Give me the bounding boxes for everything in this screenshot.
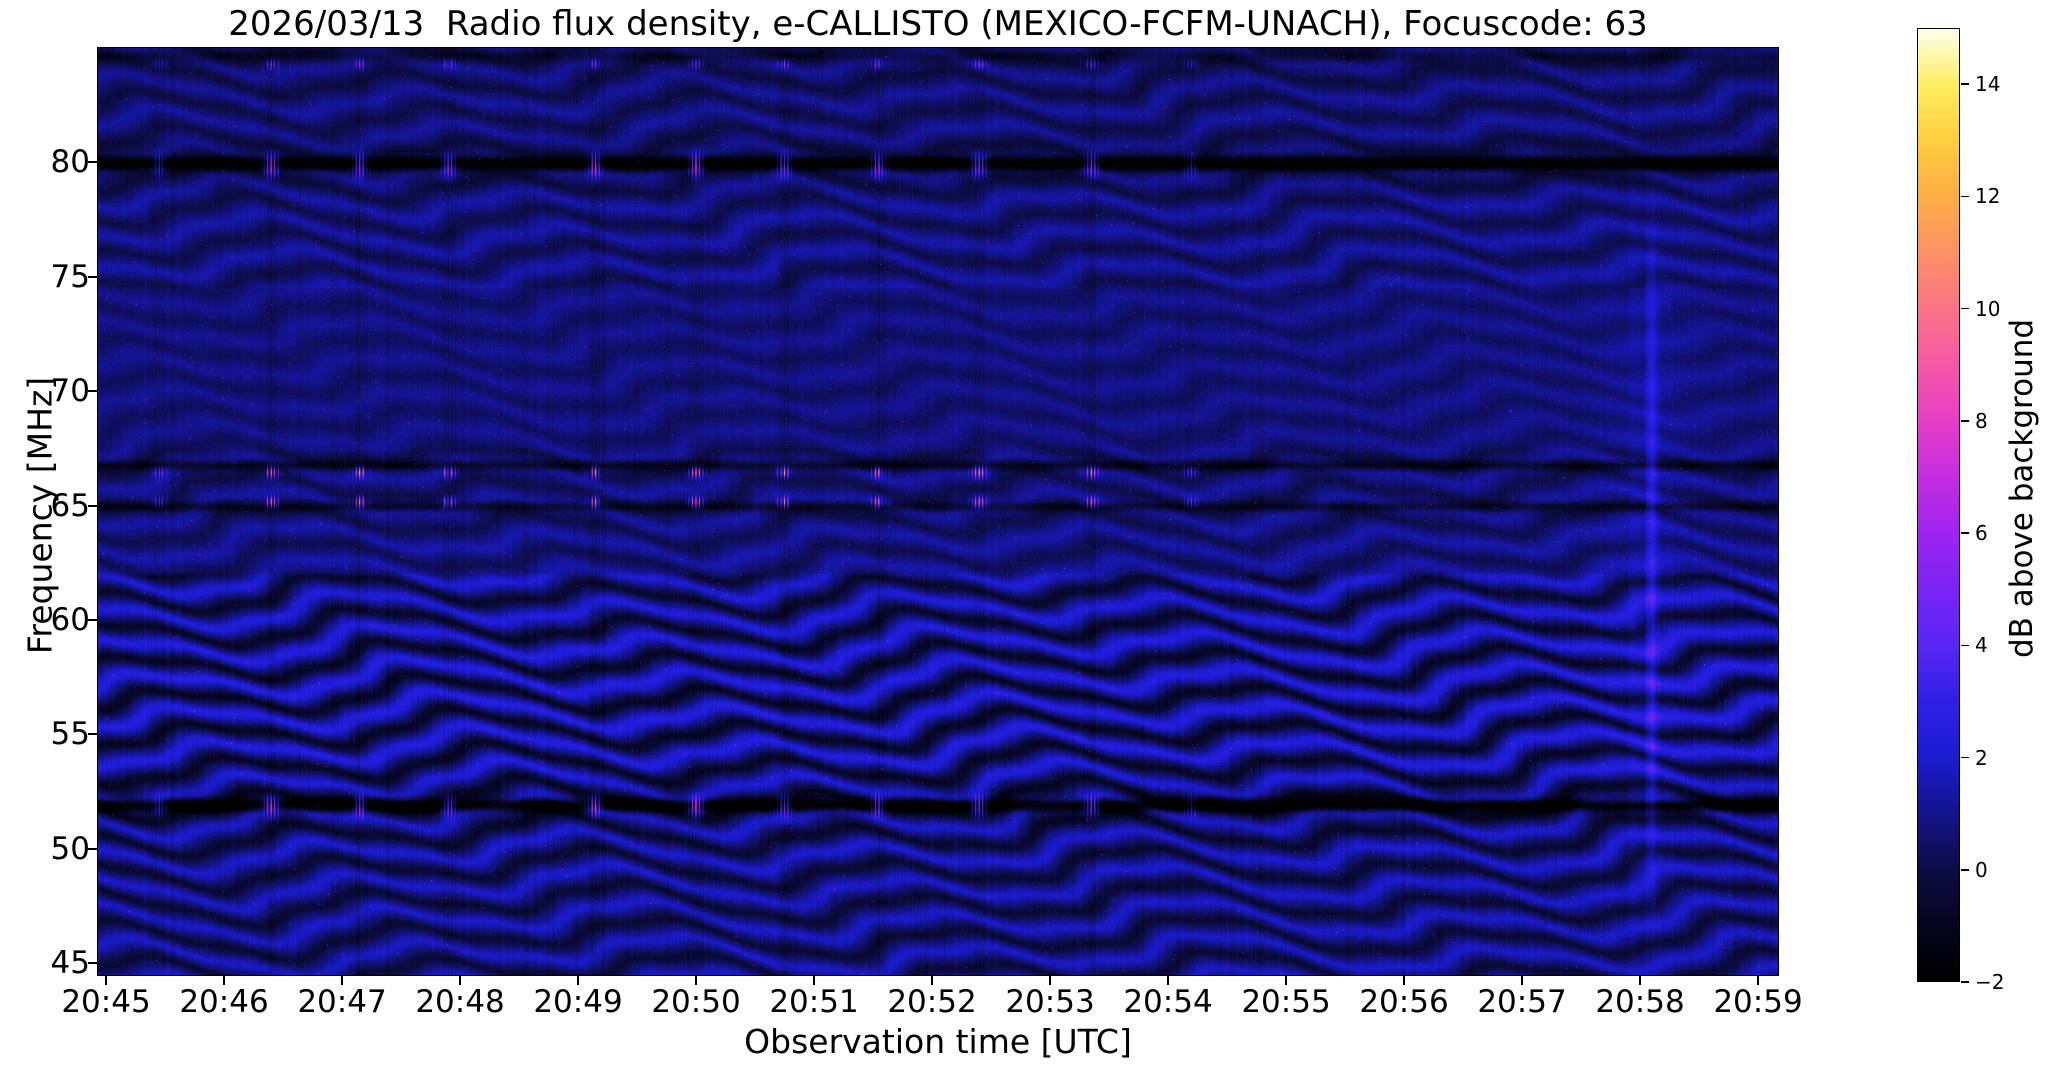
y-tick-label: 70 <box>50 373 90 410</box>
colorbar-tick-label: 0 <box>1975 857 1988 882</box>
colorbar-tick-label: 2 <box>1975 745 1988 770</box>
x-tick-mark <box>1757 976 1759 985</box>
colorbar-tick-mark <box>1961 532 1969 534</box>
x-tick-label: 20:53 <box>1005 984 1095 1020</box>
y-tick-label: 75 <box>50 258 90 295</box>
x-tick-mark <box>1403 976 1405 985</box>
y-tick-label: 50 <box>50 830 90 867</box>
x-tick-label: 20:49 <box>533 984 623 1020</box>
y-tick-mark <box>88 847 97 850</box>
y-tick-mark <box>88 390 97 393</box>
colorbar-tick-label: 8 <box>1975 408 1988 433</box>
x-tick-mark <box>1639 976 1641 985</box>
x-tick-mark <box>577 976 579 985</box>
x-tick-label: 20:48 <box>415 984 505 1020</box>
y-axis-label: Frequency [MHz] <box>20 376 60 655</box>
y-tick-label: 60 <box>50 601 90 638</box>
y-tick-mark <box>88 618 97 621</box>
x-axis-label: Observation time [UTC] <box>744 1022 1132 1061</box>
colorbar-tick-mark <box>1961 83 1969 85</box>
x-tick-label: 20:50 <box>651 984 741 1020</box>
x-tick-label: 20:54 <box>1123 984 1213 1020</box>
chart-title: 2026/03/13 Radio flux density, e-CALLIST… <box>228 4 1648 44</box>
x-tick-mark <box>1167 976 1169 985</box>
colorbar-tick-mark <box>1961 756 1969 759</box>
colorbar-tick-label: 6 <box>1975 521 1988 546</box>
colorbar-tick-label: 14 <box>1975 72 2001 97</box>
x-tick-label: 20:58 <box>1595 984 1685 1020</box>
x-tick-mark <box>1521 976 1523 985</box>
x-tick-label: 20:46 <box>179 984 269 1020</box>
colorbar-tick-mark <box>1961 981 1969 983</box>
x-tick-label: 20:52 <box>887 984 977 1020</box>
y-tick-mark <box>88 962 97 965</box>
colorbar-label: dB above background <box>2004 318 2040 658</box>
y-tick-mark <box>88 161 97 164</box>
x-tick-mark <box>813 976 815 985</box>
x-tick-mark <box>1285 976 1287 985</box>
x-tick-label: 20:45 <box>61 984 151 1020</box>
colorbar-tick-mark <box>1961 644 1969 647</box>
y-tick-mark <box>88 275 97 278</box>
colorbar-tick-label: −2 <box>1975 970 2005 994</box>
y-tick-label: 45 <box>50 945 90 982</box>
x-tick-mark <box>695 976 697 985</box>
y-tick-label: 65 <box>50 487 90 524</box>
colorbar-gradient <box>1917 28 1960 982</box>
y-tick-label: 80 <box>50 144 90 181</box>
colorbar-tick-mark <box>1961 869 1969 871</box>
y-tick-mark <box>88 733 97 736</box>
colorbar-tick-mark <box>1961 307 1969 310</box>
x-tick-label: 20:47 <box>297 984 387 1020</box>
x-tick-mark <box>223 976 225 985</box>
x-tick-label: 20:59 <box>1713 984 1803 1020</box>
x-tick-mark <box>105 976 107 985</box>
x-tick-label: 20:51 <box>769 984 859 1020</box>
colorbar-tick-label: 10 <box>1975 296 2001 321</box>
colorbar-tick-mark <box>1961 420 1969 422</box>
x-tick-mark <box>931 976 933 985</box>
x-tick-mark <box>459 976 461 985</box>
colorbar-tick-label: 4 <box>1975 633 1988 658</box>
x-tick-mark <box>1049 976 1051 985</box>
x-tick-label: 20:55 <box>1241 984 1331 1020</box>
x-tick-label: 20:57 <box>1477 984 1567 1020</box>
x-tick-label: 20:56 <box>1359 984 1449 1020</box>
y-tick-label: 55 <box>50 716 90 753</box>
x-tick-mark <box>341 976 343 985</box>
colorbar-tick-label: 12 <box>1975 184 2001 209</box>
y-tick-mark <box>88 504 97 507</box>
colorbar-tick-mark <box>1961 195 1969 198</box>
spectrogram-canvas <box>97 47 1779 976</box>
